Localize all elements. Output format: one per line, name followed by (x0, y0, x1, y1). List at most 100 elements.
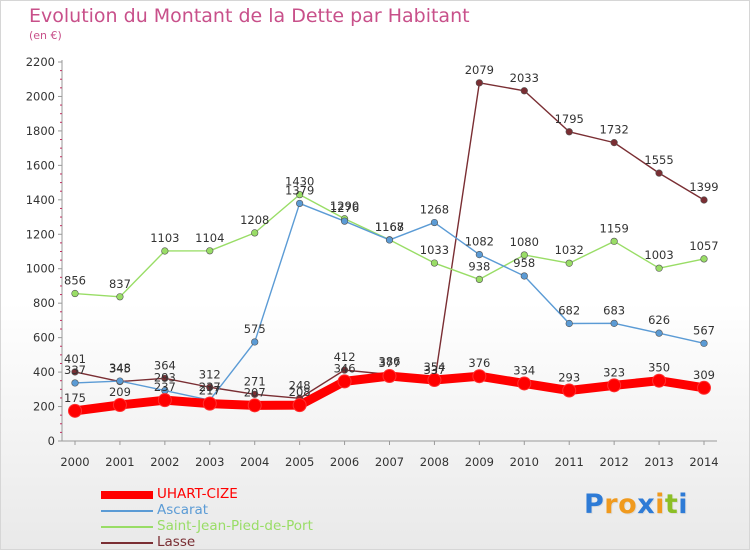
data-point (68, 403, 82, 418)
data-point (475, 275, 483, 284)
data-label: 1167 (375, 220, 404, 234)
data-point (340, 366, 349, 374)
x-tick-label: 2010 (510, 455, 539, 469)
data-label: 1795 (555, 112, 584, 126)
x-tick-label: 2002 (150, 455, 179, 469)
data-label: 208 (289, 385, 311, 399)
data-label: 293 (154, 371, 176, 385)
data-label: 1276 (330, 201, 359, 215)
data-point (700, 339, 708, 347)
data-point (697, 380, 711, 395)
legend-item: Saint-Jean-Pied-de-Port (101, 518, 501, 535)
proxiti-logo: Proxiti (584, 489, 688, 520)
data-label: 1379 (285, 183, 314, 197)
data-label: 337 (423, 363, 445, 377)
data-label: 837 (109, 277, 131, 291)
data-point (382, 369, 397, 384)
data-point (206, 383, 214, 391)
x-tick-label: 2005 (285, 455, 314, 469)
data-point (652, 373, 667, 388)
data-point (607, 378, 622, 393)
x-tick-label: 2012 (600, 455, 629, 469)
legend-swatch (101, 542, 153, 544)
data-label: 567 (693, 323, 715, 337)
data-label: 401 (64, 352, 86, 366)
y-tick-label: 1000 (26, 262, 55, 276)
data-label: 1555 (644, 153, 673, 167)
data-point (251, 390, 259, 398)
x-tick-label: 2000 (60, 455, 89, 469)
data-label: 345 (109, 362, 131, 376)
data-label: 1268 (420, 203, 449, 217)
x-tick-label: 2001 (105, 455, 134, 469)
data-label: 217 (199, 384, 221, 398)
data-label: 337 (64, 363, 86, 377)
data-label: 1057 (689, 239, 718, 253)
series-points (68, 79, 711, 418)
x-tick-label: 2003 (195, 455, 224, 469)
legend-swatch (101, 491, 153, 499)
data-point (430, 259, 439, 267)
x-tick-label: 2004 (240, 455, 269, 469)
data-label: 626 (648, 313, 670, 327)
data-label: 2033 (510, 71, 539, 85)
legend-swatch (101, 510, 153, 512)
data-point (430, 218, 439, 227)
y-tick-label: 1600 (26, 158, 55, 172)
logo-letter: i (655, 489, 665, 520)
data-label: 354 (423, 360, 445, 374)
series-line-2 (74, 193, 705, 298)
data-label: 1159 (600, 221, 629, 235)
data-label: 1430 (285, 175, 314, 189)
y-tick-label: 1200 (26, 227, 55, 241)
data-point (472, 369, 487, 384)
legend-item: Lasse (101, 534, 501, 551)
data-point (157, 393, 172, 408)
data-point (206, 247, 214, 255)
legend-label: Lasse (157, 534, 196, 550)
data-point (655, 329, 663, 337)
data-label: 175 (64, 391, 86, 405)
data-label: 376 (468, 356, 490, 370)
logo-letter: x (637, 489, 656, 520)
y-tick-label: 600 (33, 331, 55, 345)
data-point (385, 236, 394, 244)
data-label: 364 (154, 358, 176, 372)
axis-ticks: 0 200 400 600 800 1000 1200 1400 1600 1800 2000 220… (26, 55, 719, 469)
data-point (565, 128, 573, 136)
data-point (475, 79, 483, 87)
data-point (610, 237, 618, 245)
logo-letter: i (678, 489, 689, 520)
data-label: 683 (603, 303, 625, 317)
legend-swatch (101, 526, 153, 528)
data-point (202, 396, 217, 411)
data-point (116, 377, 124, 385)
data-label: 682 (558, 304, 580, 318)
data-label: 1032 (555, 243, 584, 257)
data-point (251, 229, 259, 237)
data-point (427, 373, 442, 388)
data-label: 938 (468, 259, 490, 273)
data-label: 346 (334, 361, 356, 375)
data-point (247, 398, 262, 413)
data-point (565, 259, 573, 267)
chart-title: Evolution du Montant de la Dette par Hab… (29, 5, 470, 27)
data-label: 856 (64, 274, 86, 288)
data-point (655, 169, 663, 177)
data-point (340, 217, 349, 225)
data-label: 350 (648, 361, 670, 375)
x-tick-label: 2014 (689, 455, 718, 469)
y-tick-label: 200 (33, 400, 55, 414)
data-point (610, 319, 618, 327)
data-point (161, 374, 169, 382)
data-point (520, 251, 528, 259)
data-label: 1399 (689, 180, 718, 194)
data-label: 348 (109, 361, 131, 375)
y-tick-label: 400 (33, 365, 55, 379)
data-point (700, 196, 708, 204)
data-label: 237 (154, 380, 176, 394)
data-point (71, 368, 79, 376)
data-label: 1732 (600, 123, 629, 137)
data-label: 377 (379, 356, 401, 370)
data-label: 207 (244, 385, 266, 399)
